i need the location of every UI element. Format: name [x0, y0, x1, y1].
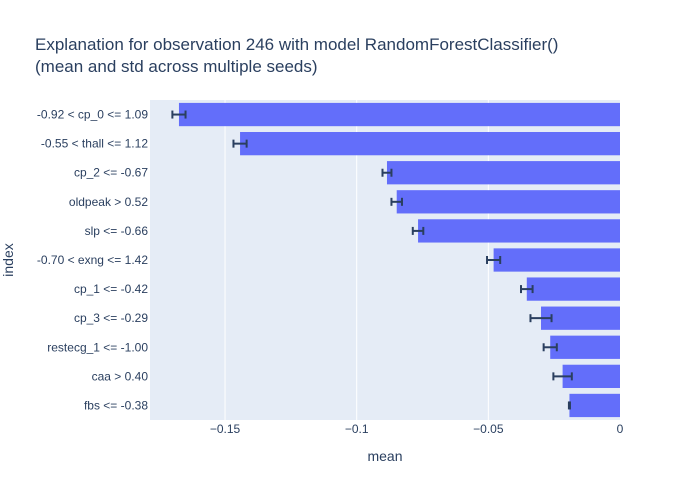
x-tick-labels: −0.15 −0.1 −0.05 0	[210, 422, 624, 436]
title-line: Explanation for observation 246 with mod…	[35, 35, 559, 54]
bars	[178, 102, 620, 418]
bar	[386, 161, 620, 185]
y-axis-title: index	[0, 243, 16, 276]
y-tick-label: fbs <= -0.38	[84, 398, 148, 412]
y-tick-label: oldpeak > 0.52	[69, 195, 148, 209]
y-tick-labels: -0.92 < cp_0 <= 1.09 -0.55 < thall <= 1.1…	[37, 108, 148, 413]
bar	[541, 306, 620, 330]
x-axis-title: mean	[367, 448, 402, 464]
x-tick-label: 0	[617, 422, 624, 436]
y-tick-label: -0.92 < cp_0 <= 1.09	[37, 108, 148, 122]
bar	[418, 219, 620, 243]
chart-title: Explanation for observation 246 with mod…	[35, 34, 558, 78]
error-bars	[171, 110, 573, 410]
bar	[569, 393, 620, 418]
y-tick-label: cp_1 <= -0.42	[74, 282, 148, 296]
bar	[526, 277, 620, 301]
subtitle-line: (mean and std across multiple seeds)	[35, 57, 318, 76]
bar	[240, 132, 620, 156]
bar	[562, 364, 620, 388]
y-tick-label: caa > 0.40	[92, 369, 149, 383]
bar	[178, 102, 620, 127]
y-tick-label: -0.55 < thall <= 1.12	[41, 137, 148, 151]
bar	[493, 248, 620, 272]
x-tick-label: −0.05	[473, 422, 504, 436]
y-tick-label: slp <= -0.66	[85, 224, 149, 238]
y-tick-label: -0.70 < exng <= 1.42	[37, 253, 148, 267]
y-tick-label: restecg_1 <= -1.00	[47, 340, 148, 354]
y-tick-label: cp_3 <= -0.29	[74, 311, 148, 325]
y-tick-label: cp_2 <= -0.67	[74, 166, 148, 180]
bar	[396, 190, 620, 214]
x-tick-label: −0.1	[345, 422, 369, 436]
bar	[550, 335, 620, 359]
x-tick-label: −0.15	[210, 422, 241, 436]
